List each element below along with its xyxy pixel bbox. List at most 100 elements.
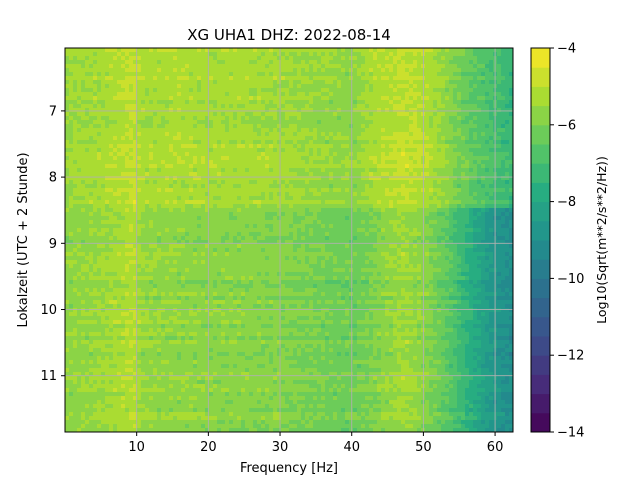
heatmap-cell [265,200,270,205]
heatmap-cell [113,60,118,65]
heatmap-cell [353,192,358,197]
heatmap-cell [205,180,210,185]
heatmap-cell [453,204,458,209]
heatmap-cell [293,68,298,73]
heatmap-cell [429,220,434,225]
heatmap-cell [509,148,513,153]
heatmap-cell [205,204,210,209]
heatmap-cell [309,140,314,145]
heatmap-cell [345,120,350,125]
heatmap-cell [369,196,374,201]
heatmap-cell [189,68,194,73]
heatmap-cell [497,160,502,165]
heatmap-cell [489,136,494,141]
heatmap-cell [389,108,394,113]
heatmap-cell [237,200,242,205]
heatmap-cell [377,220,382,225]
heatmap-cell [181,144,186,149]
heatmap-cell [241,108,246,113]
heatmap-cell [405,100,410,105]
heatmap-cell [389,88,394,93]
heatmap-cell [257,140,262,145]
heatmap-cell [449,152,454,157]
heatmap-cell [153,108,158,113]
heatmap-cell [305,100,310,105]
heatmap-cell [165,92,170,97]
heatmap-cell [225,124,230,129]
heatmap-cell [305,168,310,173]
heatmap-cell [441,216,446,221]
heatmap-cell [333,192,338,197]
heatmap-cell [317,112,322,117]
heatmap-cell [325,224,330,229]
heatmap-cell [233,120,238,125]
heatmap-cell [173,152,178,157]
heatmap-cell [189,84,194,89]
heatmap-cell [325,180,330,185]
heatmap-cell [109,128,114,133]
heatmap-cell [137,68,142,73]
heatmap-cell [297,160,302,165]
heatmap-cell [205,92,210,97]
heatmap-cell [253,112,258,117]
heatmap-cell [129,88,134,93]
heatmap-cell [249,180,254,185]
heatmap-cell [249,72,254,77]
heatmap-cell [373,196,378,201]
heatmap-cell [117,124,122,129]
heatmap-cell [305,128,310,133]
heatmap-cell [201,120,206,125]
heatmap-cell [345,88,350,93]
heatmap-cell [133,204,138,209]
heatmap-cell [65,140,70,145]
heatmap-cell [285,60,290,65]
heatmap-cell [441,204,446,209]
heatmap-cell [69,80,74,85]
heatmap-cell [269,212,274,217]
heatmap-cell [117,136,122,141]
heatmap-cell [257,148,262,153]
heatmap-cell [153,120,158,125]
heatmap-cell [501,120,506,125]
heatmap-cell [129,84,134,89]
heatmap-cell [73,200,78,205]
heatmap-cell [453,64,458,69]
heatmap-cell [281,180,286,185]
heatmap-cell [137,188,142,193]
heatmap-cell [477,104,482,109]
heatmap-cell [449,48,454,53]
heatmap-cell [425,132,430,137]
heatmap-cell [441,60,446,65]
heatmap-cell [437,52,442,57]
heatmap-cell [121,96,126,101]
heatmap-cell [393,56,398,61]
heatmap-cell [201,216,206,221]
heatmap-cell [265,164,270,169]
heatmap-cell [341,156,346,161]
heatmap-cell [253,52,258,57]
heatmap-cell [353,204,358,209]
heatmap-cell [317,196,322,201]
heatmap-cell [269,224,274,229]
heatmap-cell [137,100,142,105]
heatmap-cell [269,188,274,193]
heatmap-cell [333,100,338,105]
heatmap-cell [173,100,178,105]
heatmap-cell [265,148,270,153]
heatmap-cell [209,88,214,93]
heatmap-cell [409,200,414,205]
heatmap-cell [321,64,326,69]
heatmap-cell [73,212,78,217]
heatmap-cell [141,120,146,125]
heatmap-cell [273,140,278,145]
heatmap-cell [77,200,82,205]
heatmap-cell [109,176,114,181]
heatmap-cell [501,168,506,173]
heatmap-cell [369,64,374,69]
heatmap-cell [277,160,282,165]
heatmap-cell [341,136,346,141]
heatmap-cell [125,204,130,209]
heatmap-cell [285,120,290,125]
heatmap-cell [93,100,98,105]
heatmap-cell [189,224,194,229]
